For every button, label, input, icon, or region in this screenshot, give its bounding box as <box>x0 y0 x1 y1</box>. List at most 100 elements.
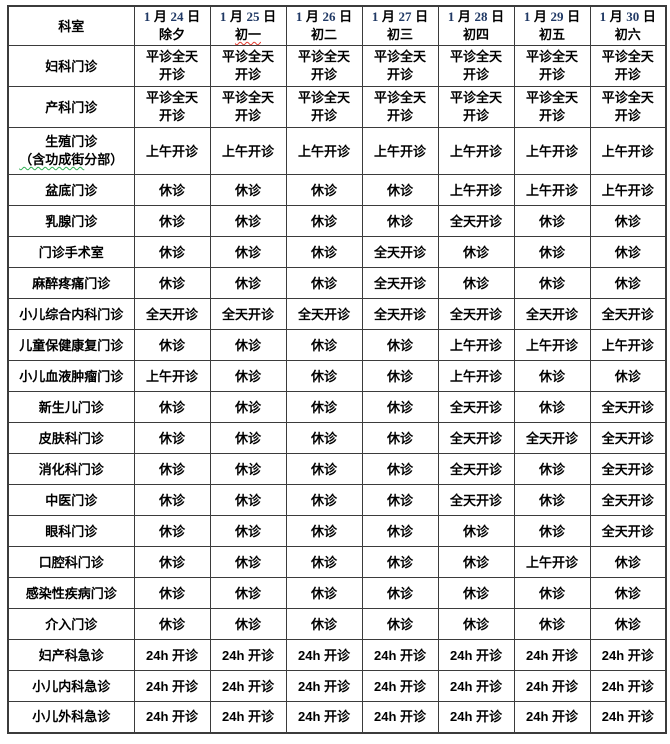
department-cell: 小儿内科急诊 <box>7 670 135 702</box>
schedule-cell: 全天开诊 <box>361 267 439 299</box>
schedule-cell: 全天开诊 <box>589 391 667 423</box>
schedule-cell: 休诊 <box>437 546 515 578</box>
schedule-cell: 全天开诊 <box>589 453 667 485</box>
schedule-cell: 休诊 <box>209 174 287 206</box>
schedule-cell: 全天开诊 <box>361 298 439 330</box>
schedule-cell: 上午开诊 <box>589 127 667 175</box>
date-label: 1 月 30 日 <box>599 9 656 24</box>
table-row: 乳腺门诊 休诊 休诊 休诊 休诊 全天开诊 休诊 休诊 <box>7 205 667 237</box>
schedule-cell: 休诊 <box>133 205 211 237</box>
table-row: 介入门诊 休诊 休诊 休诊 休诊 休诊 休诊 休诊 <box>7 608 667 640</box>
table-row: 中医门诊 休诊 休诊 休诊 休诊 全天开诊 休诊 全天开诊 <box>7 484 667 516</box>
schedule-cell: 休诊 <box>209 608 287 640</box>
schedule-cell: 平诊全天 开诊 <box>513 45 591 87</box>
table-row: 小儿综合内科门诊 全天开诊 全天开诊 全天开诊 全天开诊 全天开诊 全天开诊 全天开诊 <box>7 298 667 330</box>
schedule-cell: 休诊 <box>285 422 363 454</box>
schedule-cell: 平诊全天 开诊 <box>437 86 515 128</box>
schedule-cell: 全天开诊 <box>589 298 667 330</box>
department-cell: 乳腺门诊 <box>7 205 135 237</box>
table-row: 皮肤科门诊 休诊 休诊 休诊 休诊 全天开诊 全天开诊 全天开诊 <box>7 422 667 454</box>
schedule-cell: 休诊 <box>209 484 287 516</box>
schedule-cell: 休诊 <box>285 515 363 547</box>
schedule-cell: 休诊 <box>133 174 211 206</box>
schedule-cell: 休诊 <box>209 329 287 361</box>
schedule-cell: 上午开诊 <box>437 360 515 392</box>
table-row: 妇产科急诊 24h 开诊 24h 开诊 24h 开诊 24h 开诊 24h 开诊 24h 开… <box>7 639 667 671</box>
lunar-day-label: 初二 <box>310 27 337 42</box>
schedule-cell: 全天开诊 <box>209 298 287 330</box>
schedule-cell: 休诊 <box>133 453 211 485</box>
schedule-cell: 休诊 <box>285 484 363 516</box>
table-row: 消化科门诊 休诊 休诊 休诊 休诊 全天开诊 休诊 全天开诊 <box>7 453 667 485</box>
schedule-cell: 平诊全天 开诊 <box>209 86 287 128</box>
schedule-cell: 24h 开诊 <box>361 639 439 671</box>
schedule-cell: 休诊 <box>209 577 287 609</box>
schedule-cell: 平诊全天 开诊 <box>589 86 667 128</box>
schedule-cell: 全天开诊 <box>437 422 515 454</box>
table-row: 麻醉疼痛门诊 休诊 休诊 休诊 全天开诊 休诊 休诊 休诊 <box>7 267 667 299</box>
table-row: 产科门诊 平诊全天 开诊 平诊全天 开诊 平诊全天 开诊 平诊全天 开诊 平诊全天 开诊 平诊全天 开诊… <box>7 86 667 128</box>
department-cell: 生殖门诊 （含功成街分部） <box>7 127 135 175</box>
schedule-cell: 上午开诊 <box>133 360 211 392</box>
schedule-cell: 平诊全天 开诊 <box>285 45 363 87</box>
schedule-cell: 休诊 <box>513 391 591 423</box>
schedule-cell: 24h 开诊 <box>513 670 591 702</box>
schedule-cell: 休诊 <box>133 236 211 268</box>
schedule-cell: 24h 开诊 <box>589 670 667 702</box>
department-cell: 口腔科门诊 <box>7 546 135 578</box>
lunar-day-label: 初五 <box>538 27 565 42</box>
lunar-day-label: 初四 <box>462 27 489 42</box>
schedule-cell: 上午开诊 <box>513 127 591 175</box>
schedule-cell: 休诊 <box>437 267 515 299</box>
schedule-cell: 休诊 <box>513 515 591 547</box>
schedule-cell: 休诊 <box>133 546 211 578</box>
schedule-cell: 休诊 <box>285 453 363 485</box>
schedule-cell: 全天开诊 <box>513 298 591 330</box>
schedule-cell: 24h 开诊 <box>285 701 363 733</box>
schedule-cell: 平诊全天 开诊 <box>209 45 287 87</box>
schedule-cell: 休诊 <box>209 515 287 547</box>
table-row: 眼科门诊 休诊 休诊 休诊 休诊 休诊 休诊 全天开诊 <box>7 515 667 547</box>
schedule-cell: 上午开诊 <box>209 127 287 175</box>
schedule-cell: 上午开诊 <box>361 127 439 175</box>
schedule-cell: 休诊 <box>209 236 287 268</box>
table-row: 门诊手术室 休诊 休诊 休诊 全天开诊 休诊 休诊 休诊 <box>7 236 667 268</box>
table-row: 感染性疾病门诊 休诊 休诊 休诊 休诊 休诊 休诊 休诊 <box>7 577 667 609</box>
schedule-cell: 休诊 <box>209 391 287 423</box>
department-cell: 小儿外科急诊 <box>7 701 135 733</box>
schedule-cell: 平诊全天 开诊 <box>589 45 667 87</box>
schedule-cell: 休诊 <box>133 267 211 299</box>
department-cell: 新生儿门诊 <box>7 391 135 423</box>
schedule-cell: 全天开诊 <box>589 484 667 516</box>
schedule-cell: 上午开诊 <box>285 127 363 175</box>
schedule-cell: 休诊 <box>209 453 287 485</box>
header-row: 科室 1 月 24 日除夕 1 月 25 日初一 1 月 26 日初二 1 月 27 … <box>7 5 667 46</box>
schedule-cell: 休诊 <box>513 267 591 299</box>
schedule-cell: 平诊全天 开诊 <box>437 45 515 87</box>
schedule-cell: 休诊 <box>285 267 363 299</box>
schedule-cell: 休诊 <box>361 546 439 578</box>
schedule-cell: 24h 开诊 <box>437 670 515 702</box>
schedule-cell: 全天开诊 <box>437 205 515 237</box>
date-column-header: 1 月 26 日初二 <box>285 5 363 46</box>
department-cell: 眼科门诊 <box>7 515 135 547</box>
schedule-cell: 休诊 <box>285 546 363 578</box>
schedule-cell: 上午开诊 <box>437 174 515 206</box>
schedule-cell: 平诊全天 开诊 <box>133 45 211 87</box>
schedule-cell: 全天开诊 <box>361 236 439 268</box>
schedule-cell: 24h 开诊 <box>209 639 287 671</box>
schedule-cell: 24h 开诊 <box>589 701 667 733</box>
department-cell: 妇科门诊 <box>7 45 135 87</box>
schedule-cell: 上午开诊 <box>589 329 667 361</box>
schedule-cell: 上午开诊 <box>133 127 211 175</box>
schedule-cell: 休诊 <box>513 608 591 640</box>
schedule-cell: 休诊 <box>361 484 439 516</box>
schedule-cell: 全天开诊 <box>133 298 211 330</box>
department-cell: 皮肤科门诊 <box>7 422 135 454</box>
table-row: 小儿内科急诊 24h 开诊 24h 开诊 24h 开诊 24h 开诊 24h 开诊 24h … <box>7 670 667 702</box>
date-column-header: 1 月 27 日初三 <box>361 5 439 46</box>
schedule-cell: 24h 开诊 <box>209 701 287 733</box>
schedule-cell: 24h 开诊 <box>513 639 591 671</box>
schedule-cell: 24h 开诊 <box>133 701 211 733</box>
